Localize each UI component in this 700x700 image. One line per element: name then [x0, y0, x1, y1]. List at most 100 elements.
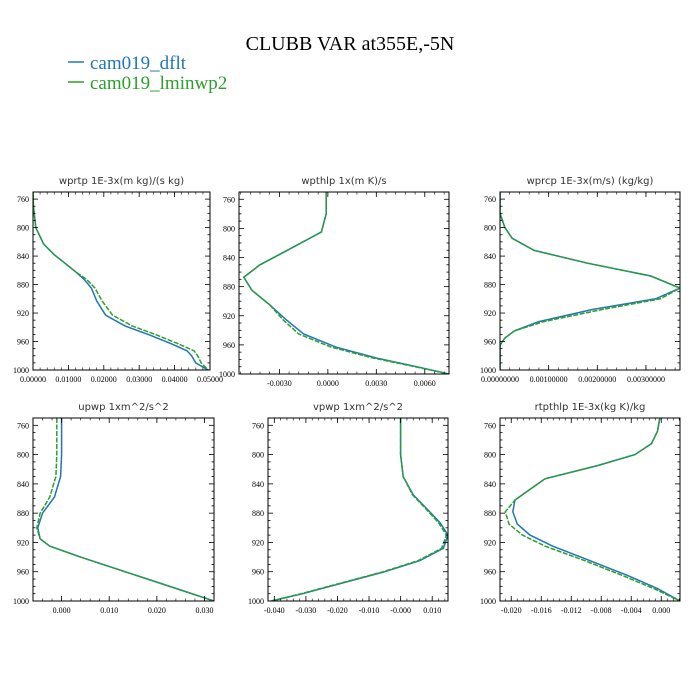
- x-tick-label: -0.004: [621, 606, 642, 615]
- plot-frame: [238, 191, 450, 375]
- y-tick-label: 800: [17, 224, 29, 233]
- y-tick-label: 760: [223, 195, 235, 204]
- y-tick-label: 1000: [13, 366, 29, 375]
- x-tick-label: -0.020: [327, 606, 348, 615]
- panel-3: wprcp 1E-3x(m/s) (kg/kg) 760 800 840 880 920 9…: [480, 176, 681, 384]
- y-tick-label: 960: [17, 568, 29, 577]
- x-tick-label: 0.03000: [126, 375, 152, 384]
- x-tick-label: 0.05000: [197, 375, 223, 384]
- plot-frame: [499, 191, 681, 371]
- y-tick-label: 800: [484, 451, 496, 460]
- y-tick-label: 800: [17, 451, 29, 460]
- series-line-dflt: [512, 418, 680, 601]
- x-tick-label: -0.040: [264, 606, 285, 615]
- x-tick-label: 0.00300000: [627, 375, 665, 384]
- x-tick-label: 0.030: [195, 606, 213, 615]
- x-tick-label: 0.000: [53, 606, 71, 615]
- series-line-lminwp2: [500, 192, 680, 370]
- x-tick-label: 0.010: [423, 606, 441, 615]
- y-tick-label: 760: [17, 195, 29, 204]
- x-tick-label: 0.02000: [91, 375, 117, 384]
- y-tick-label: 840: [484, 480, 496, 489]
- y-tick-label: 920: [17, 538, 29, 547]
- y-tick-label: 1000: [480, 366, 496, 375]
- x-tick-label: 0.0030: [365, 379, 387, 388]
- panel-title: rtpthlp 1E-3x(kg K)/kg: [535, 402, 646, 413]
- x-tick-label: 0.000: [652, 606, 670, 615]
- y-tick-label: 840: [17, 480, 29, 489]
- y-tick-label: 800: [252, 451, 264, 460]
- panel-1: wprtp 1E-3x(m kg)/(s kg) 760 800 840 880 920 9…: [13, 176, 223, 384]
- y-tick-label: 920: [17, 309, 29, 318]
- x-tick-label: -0.0030: [267, 379, 292, 388]
- y-tick-label: 840: [252, 480, 264, 489]
- x-tick-label: -0.000: [390, 606, 411, 615]
- panel-title: upwp 1xm^2/s^2: [78, 402, 168, 413]
- x-tick-label: -0.008: [591, 606, 612, 615]
- series-line-lminwp2: [33, 192, 209, 370]
- plot-frame: [32, 191, 211, 371]
- legend-label-dflt: cam019_dflt: [90, 53, 187, 74]
- y-tick-label: 760: [252, 421, 264, 430]
- y-tick-label: 1000: [13, 597, 29, 606]
- x-tick-label: -0.010: [359, 606, 380, 615]
- x-tick-label: 0.00100000: [530, 375, 568, 384]
- panel-2: wpthlp 1x(m K)/s 760 800 840 880 920 960 1000 -0…: [219, 176, 450, 388]
- legend-label-lminwp2: cam019_lminwp2: [90, 73, 227, 94]
- y-tick-label: 1000: [248, 597, 264, 606]
- series-line-lminwp2: [242, 192, 449, 374]
- y-tick-label: 760: [484, 195, 496, 204]
- x-tick-label: -0.030: [296, 606, 317, 615]
- x-tick-label: 0.04000: [162, 375, 188, 384]
- panel-6: rtpthlp 1E-3x(kg K)/kg 760 800 840 880 920 960…: [480, 402, 681, 615]
- x-tick-label: 0.0060: [414, 379, 436, 388]
- x-tick-label: 0.00000: [20, 375, 46, 384]
- panel-title: wprtp 1E-3x(m kg)/(s kg): [59, 176, 184, 187]
- y-tick-label: 880: [223, 283, 235, 292]
- x-tick-label: 0.0000: [317, 379, 339, 388]
- series-line-lminwp2: [271, 418, 448, 601]
- y-tick-label: 760: [17, 421, 29, 430]
- y-tick-label: 920: [223, 312, 235, 321]
- y-tick-label: 880: [484, 281, 496, 290]
- panel-4: upwp 1xm^2/s^2 760 800 840 880 920 960 1000 0.00…: [13, 402, 215, 615]
- x-tick-label: -0.020: [501, 606, 522, 615]
- y-tick-label: 800: [484, 224, 496, 233]
- y-tick-label: 840: [17, 252, 29, 261]
- y-tick-label: 960: [223, 341, 235, 350]
- x-tick-label: -0.012: [561, 606, 582, 615]
- legend: cam019_dflt cam019_lminwp2: [68, 53, 227, 94]
- plot-frame: [267, 417, 449, 602]
- y-tick-label: 1000: [219, 370, 235, 379]
- x-tick-label: 0.01000: [55, 375, 81, 384]
- y-tick-label: 960: [484, 568, 496, 577]
- x-tick-label: 0.00000000: [481, 375, 519, 384]
- y-tick-label: 960: [17, 338, 29, 347]
- plot-frame: [499, 417, 681, 602]
- panel-title: wpthlp 1x(m K)/s: [301, 176, 386, 187]
- series-line-dflt: [33, 192, 209, 370]
- series-line-dflt: [37, 418, 214, 601]
- y-tick-label: 1000: [480, 597, 496, 606]
- y-tick-label: 840: [484, 252, 496, 261]
- series-line-dflt: [242, 192, 449, 374]
- y-tick-label: 880: [17, 281, 29, 290]
- y-tick-label: 960: [484, 338, 496, 347]
- y-tick-label: 920: [484, 538, 496, 547]
- figure-title: CLUBB VAR at355E,-5N: [246, 33, 455, 55]
- x-tick-label: 0.00200000: [578, 375, 616, 384]
- y-tick-label: 760: [484, 421, 496, 430]
- y-tick-label: 880: [17, 509, 29, 518]
- panel-title: vpwp 1xm^2/s^2: [313, 402, 403, 413]
- x-tick-label: -0.016: [531, 606, 552, 615]
- y-tick-label: 800: [223, 224, 235, 233]
- y-tick-label: 920: [484, 309, 496, 318]
- y-tick-label: 880: [252, 509, 264, 518]
- y-tick-label: 840: [223, 254, 235, 263]
- y-tick-label: 960: [252, 568, 264, 577]
- panel-5: vpwp 1xm^2/s^27608008408809209601000-0.0…: [248, 402, 449, 615]
- y-tick-label: 880: [484, 509, 496, 518]
- panel-title: wprcp 1E-3x(m/s) (kg/kg): [527, 176, 654, 187]
- plot-frame: [32, 417, 215, 602]
- series-line-lminwp2: [504, 418, 680, 601]
